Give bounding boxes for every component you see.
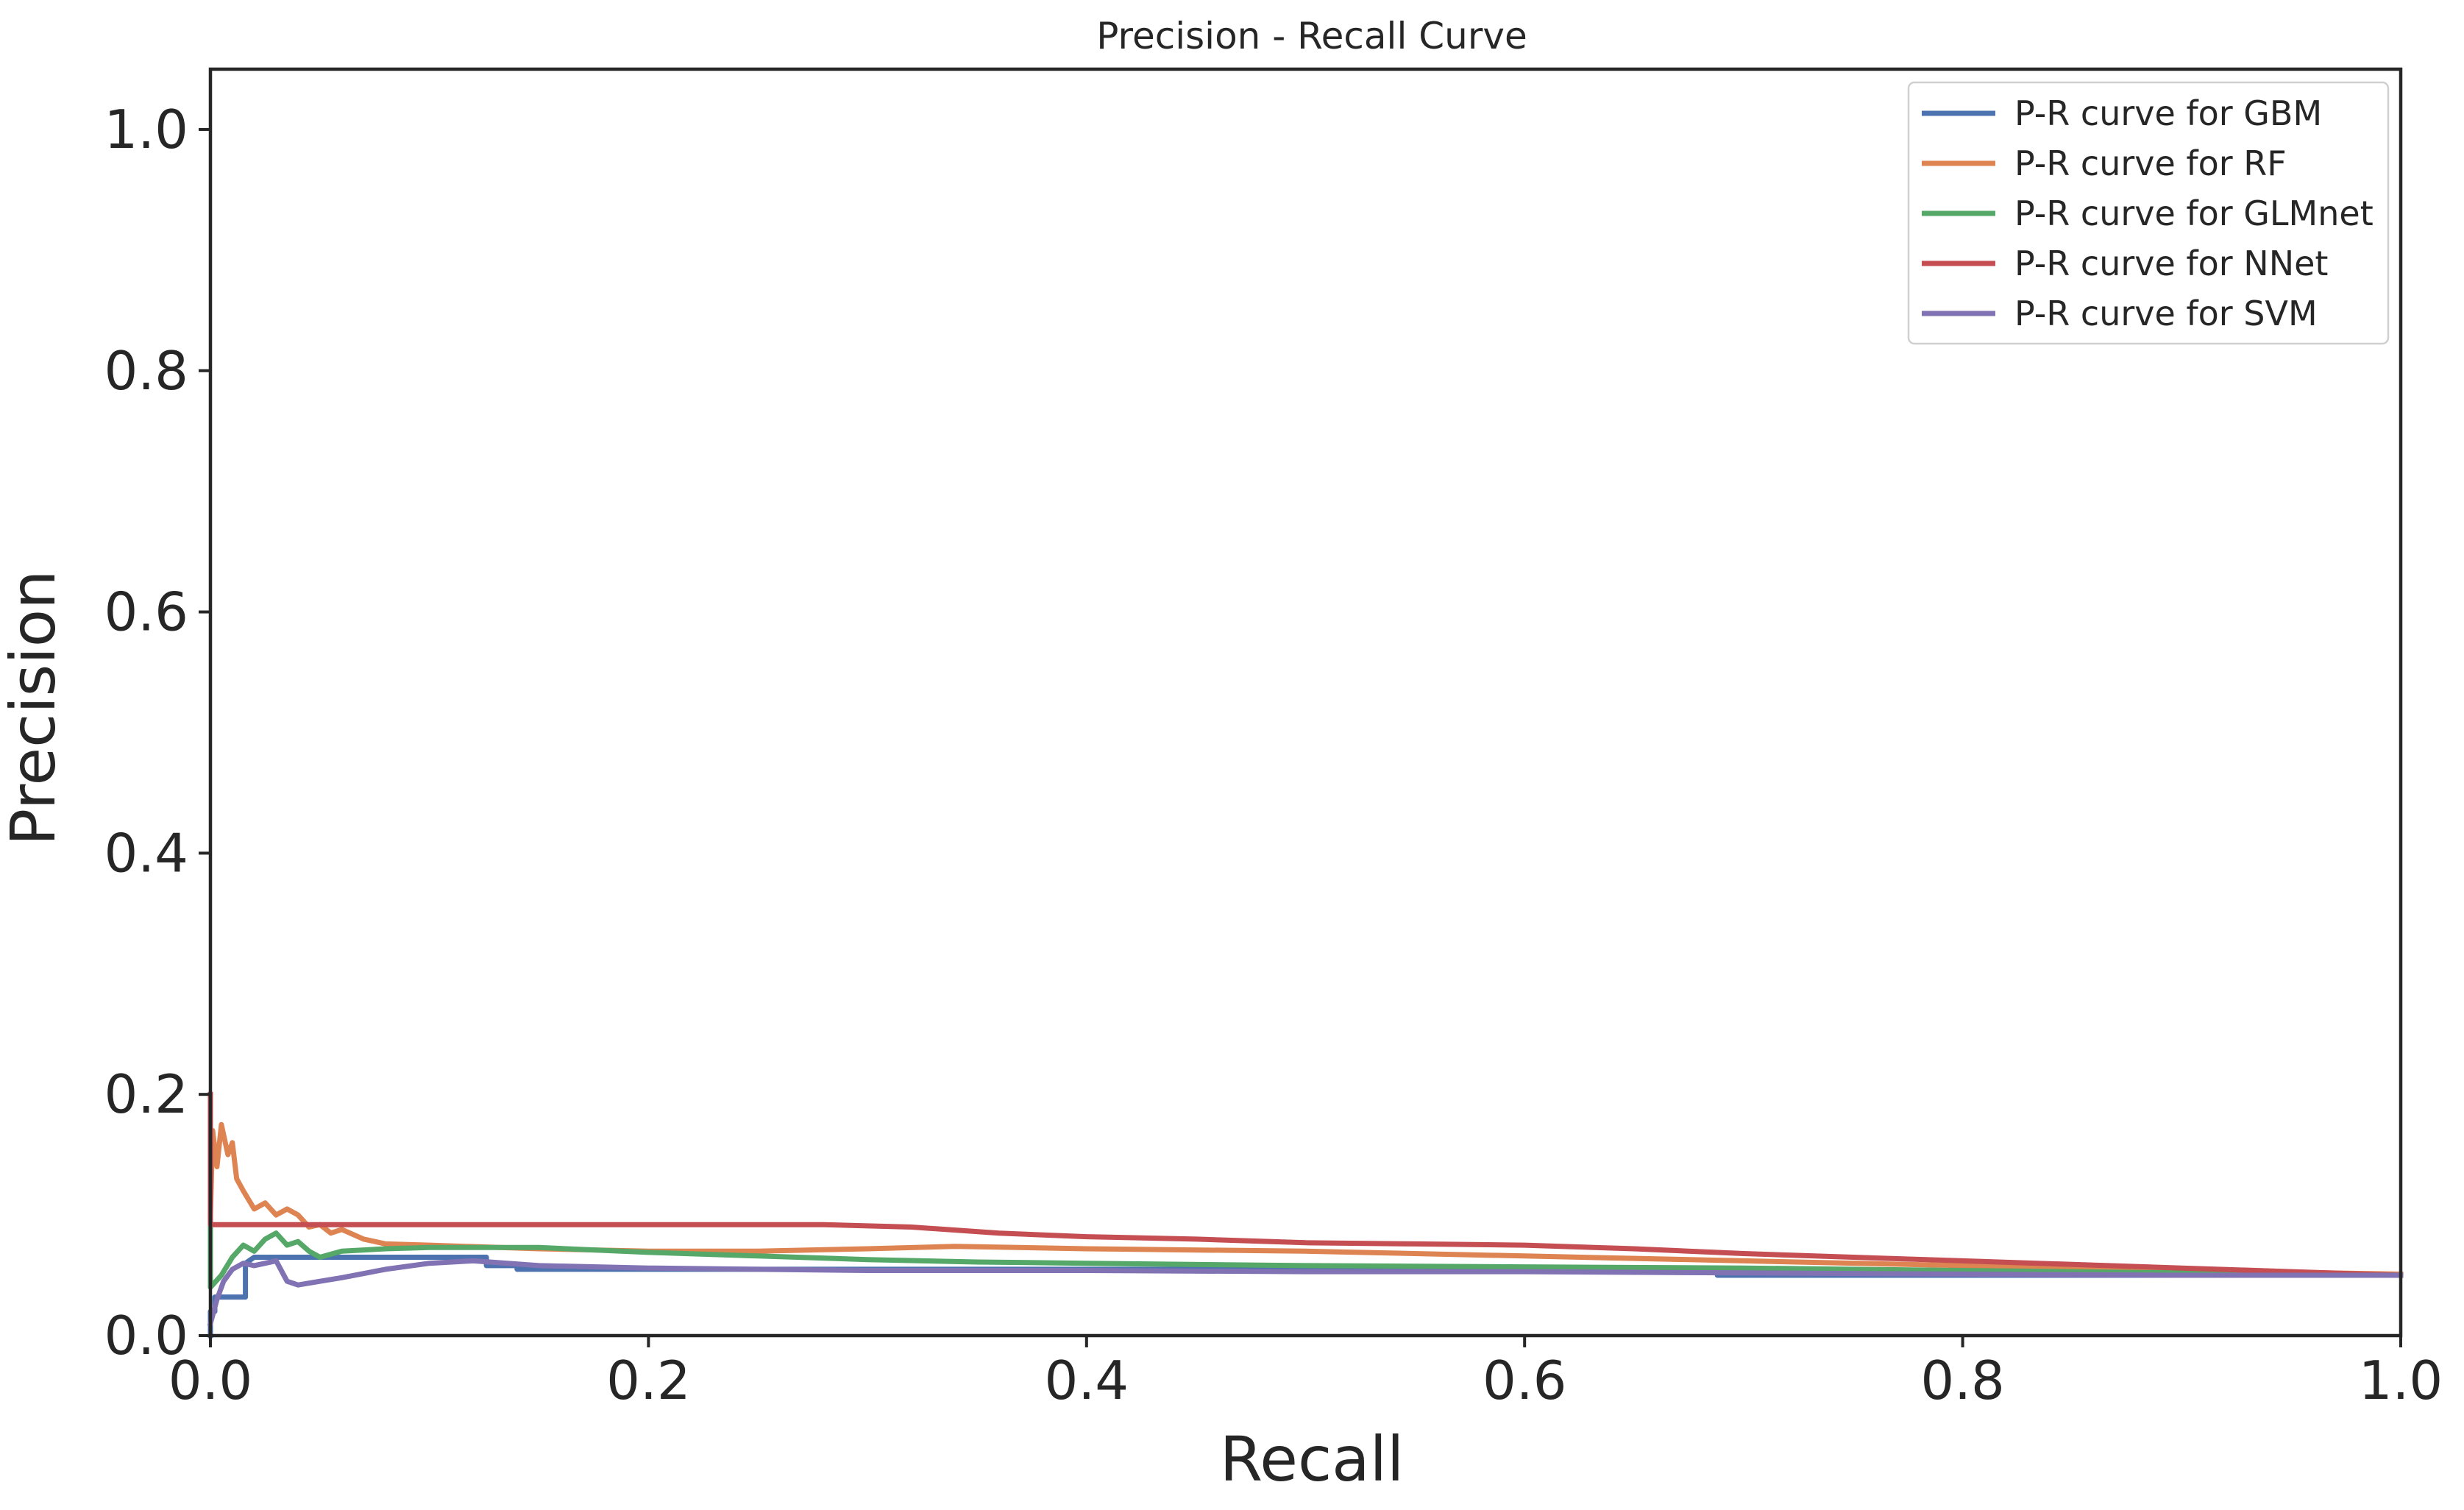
legend: P-R curve for GBM P-R curve for RF P-R cur… [1907,81,2390,345]
x-tick-label: 1.0 [2359,1350,2443,1411]
x-tick-label: 0.0 [168,1350,253,1411]
y-tick-label: 0.8 [104,340,188,402]
legend-label-3: P-R curve for NNet [2014,244,2328,283]
series-line-2 [207,1224,2404,1290]
legend-label-0: P-R curve for GBM [2014,93,2322,133]
plot-frame [208,67,2403,1338]
x-axis-label: Recall [1220,1423,1405,1495]
series-line-1 [207,1121,2404,1277]
plot-area [207,67,2404,1339]
x-tick-label: 0.6 [1483,1350,1567,1411]
y-tick-label: 0.6 [104,581,188,643]
y-tick-label: 0.2 [104,1063,188,1125]
x-tick-label: 0.8 [1920,1350,2005,1411]
y-tick-label: 0.0 [104,1305,188,1367]
legend-label-2: P-R curve for GLMnet [2014,194,2374,233]
legend-label-1: P-R curve for RF [2014,143,2287,183]
legend-label-4: P-R curve for SVM [2014,294,2318,333]
y-tick-label: 1.0 [104,99,188,160]
series-line-3 [207,1091,2404,1278]
chart-title: Precision - Recall Curve [1096,15,1527,57]
y-axis-label: Precision [0,570,69,846]
x-tick-label: 0.2 [606,1350,691,1411]
x-tick-label: 0.4 [1045,1350,1129,1411]
axis-ticks: 0.0 0.2 0.4 0.6 0.8 1.0 0.0 0.2 0.4 0.6 0.8 1.0 [104,99,2443,1411]
series-line-4 [207,1258,2404,1327]
legend-box [1907,81,2390,345]
y-tick-label: 0.4 [104,822,188,884]
